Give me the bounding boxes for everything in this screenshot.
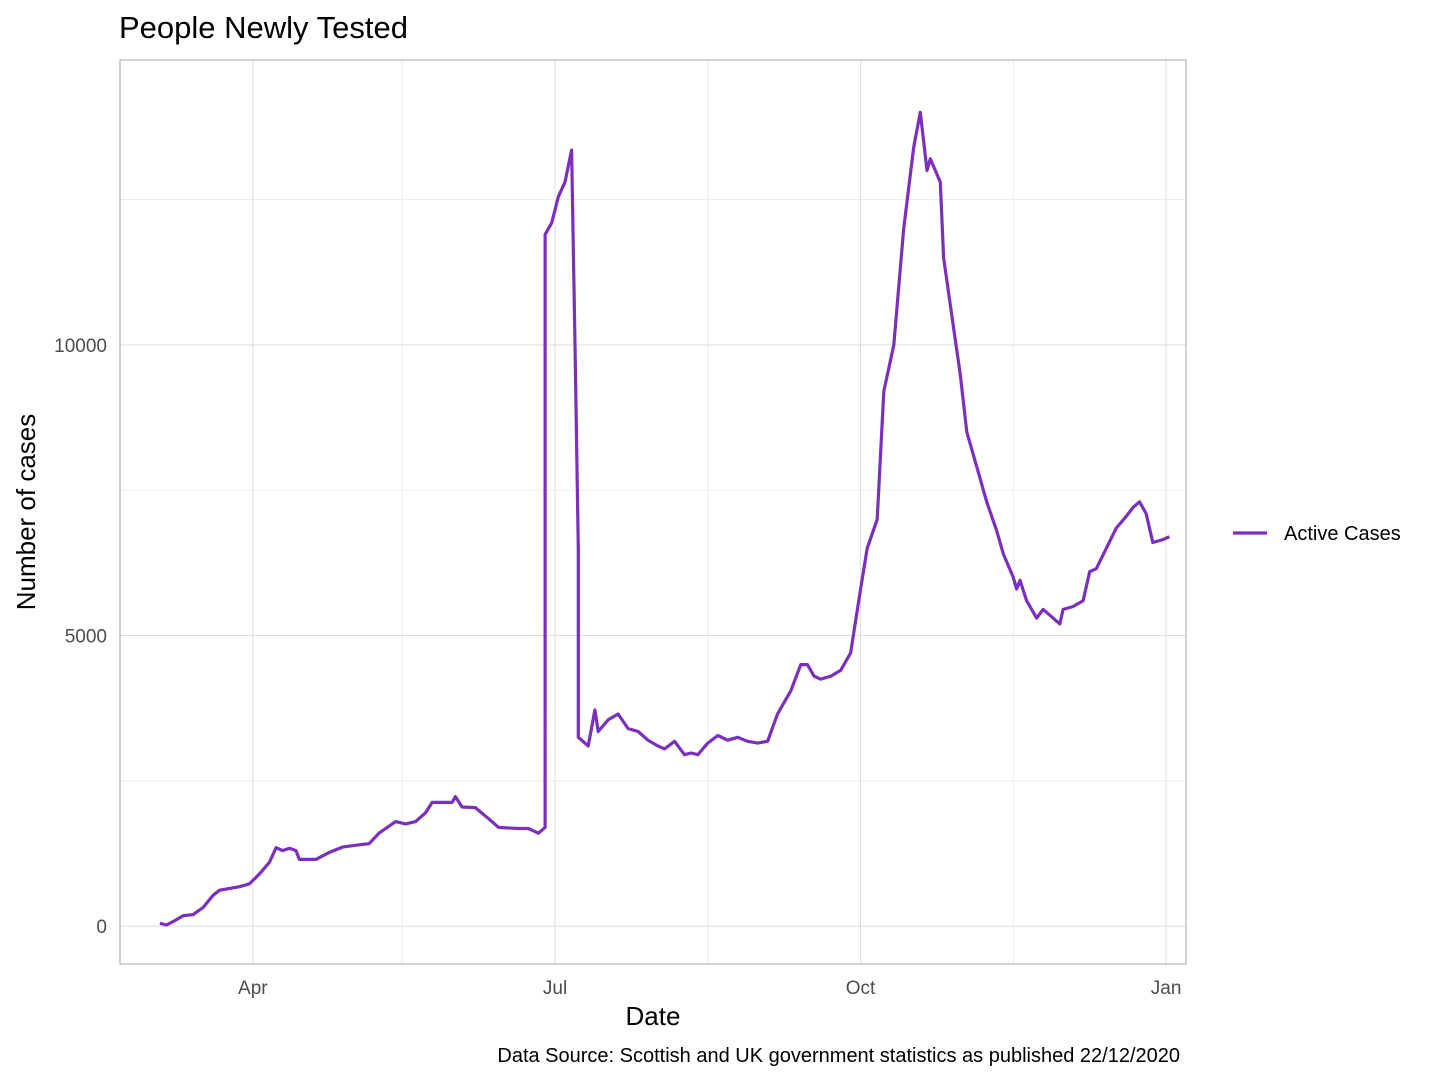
caption-data-source: Data Source: Scottish and UK government … <box>497 1045 1180 1067</box>
x-tick-label: Oct <box>846 978 876 999</box>
panel-background <box>120 60 1186 964</box>
y-tick-label: 10000 <box>54 336 107 357</box>
chart-title: People Newly Tested <box>119 10 408 45</box>
x-tick-label: Apr <box>238 978 268 999</box>
plot-panel <box>119 59 1187 965</box>
y-tick-label: 0 <box>96 917 107 938</box>
x-axis-ticks: Apr Jul Oct Jan <box>238 978 1181 999</box>
y-tick-label: 5000 <box>65 627 107 648</box>
y-axis-title: Number of cases <box>11 414 41 611</box>
panel-border <box>119 59 1187 965</box>
x-axis-title: Date <box>626 1001 681 1031</box>
legend-label-active-cases: Active Cases <box>1284 523 1401 545</box>
y-axis-ticks: 0 5000 10000 <box>54 336 107 938</box>
minor-gridlines <box>120 60 1186 964</box>
x-tick-label: Jan <box>1151 978 1182 999</box>
series-line-active-cases <box>159 110 1171 927</box>
legend: Active Cases <box>1233 523 1401 545</box>
x-tick-label: Jul <box>543 978 567 999</box>
